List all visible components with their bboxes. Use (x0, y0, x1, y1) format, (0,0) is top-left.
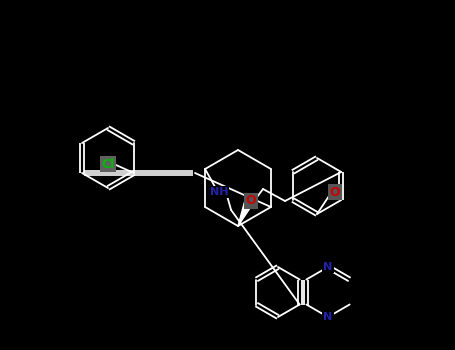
Text: Cl: Cl (101, 158, 115, 170)
Text: O: O (246, 195, 256, 208)
Text: N: N (324, 262, 333, 272)
Polygon shape (238, 202, 252, 226)
Text: N: N (324, 312, 333, 322)
Text: O: O (330, 186, 340, 198)
Text: NH: NH (210, 187, 228, 197)
